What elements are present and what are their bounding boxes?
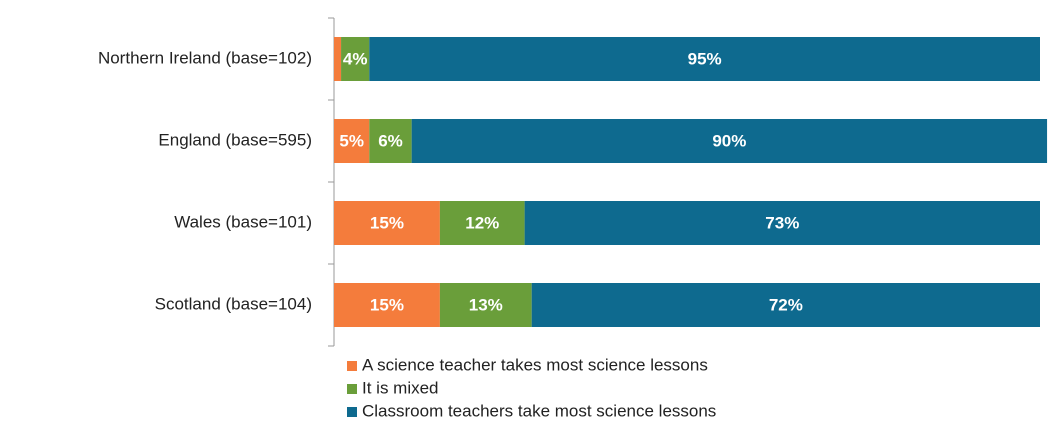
legend-label: Classroom teachers take most science les… xyxy=(362,401,716,420)
bar-segment xyxy=(334,283,440,327)
category-label: Northern Ireland (base=102) xyxy=(98,48,312,67)
value-label: 4% xyxy=(343,49,368,68)
value-label: 15% xyxy=(370,295,404,314)
value-label: 90% xyxy=(712,131,746,150)
value-label: 95% xyxy=(688,49,722,68)
legend-label: It is mixed xyxy=(362,378,439,397)
legend-swatch xyxy=(347,407,357,417)
bar-segment xyxy=(439,201,525,245)
bar-segment xyxy=(531,283,1040,327)
value-label: 12% xyxy=(465,213,499,232)
category-label: England (base=595) xyxy=(158,130,312,149)
value-label: 15% xyxy=(370,213,404,232)
bar-segment xyxy=(341,37,370,81)
bar-segment xyxy=(334,119,370,163)
bar-segment xyxy=(411,119,1048,163)
category-label: Wales (base=101) xyxy=(174,212,312,231)
bar-segment xyxy=(439,283,532,327)
value-label: 73% xyxy=(765,213,799,232)
value-label: 72% xyxy=(769,295,803,314)
bar-segment xyxy=(334,201,440,245)
bar-segment xyxy=(369,37,1040,81)
bar-segment xyxy=(524,201,1040,245)
legend-swatch xyxy=(347,384,357,394)
category-label: Scotland (base=104) xyxy=(155,294,312,313)
bar-segment xyxy=(369,119,412,163)
bar-segment xyxy=(334,37,342,81)
value-label: 5% xyxy=(339,131,364,150)
value-label: 13% xyxy=(469,295,503,314)
legend-label: A science teacher takes most science les… xyxy=(362,355,708,374)
legend-swatch xyxy=(347,361,357,371)
value-label: 6% xyxy=(378,131,403,150)
